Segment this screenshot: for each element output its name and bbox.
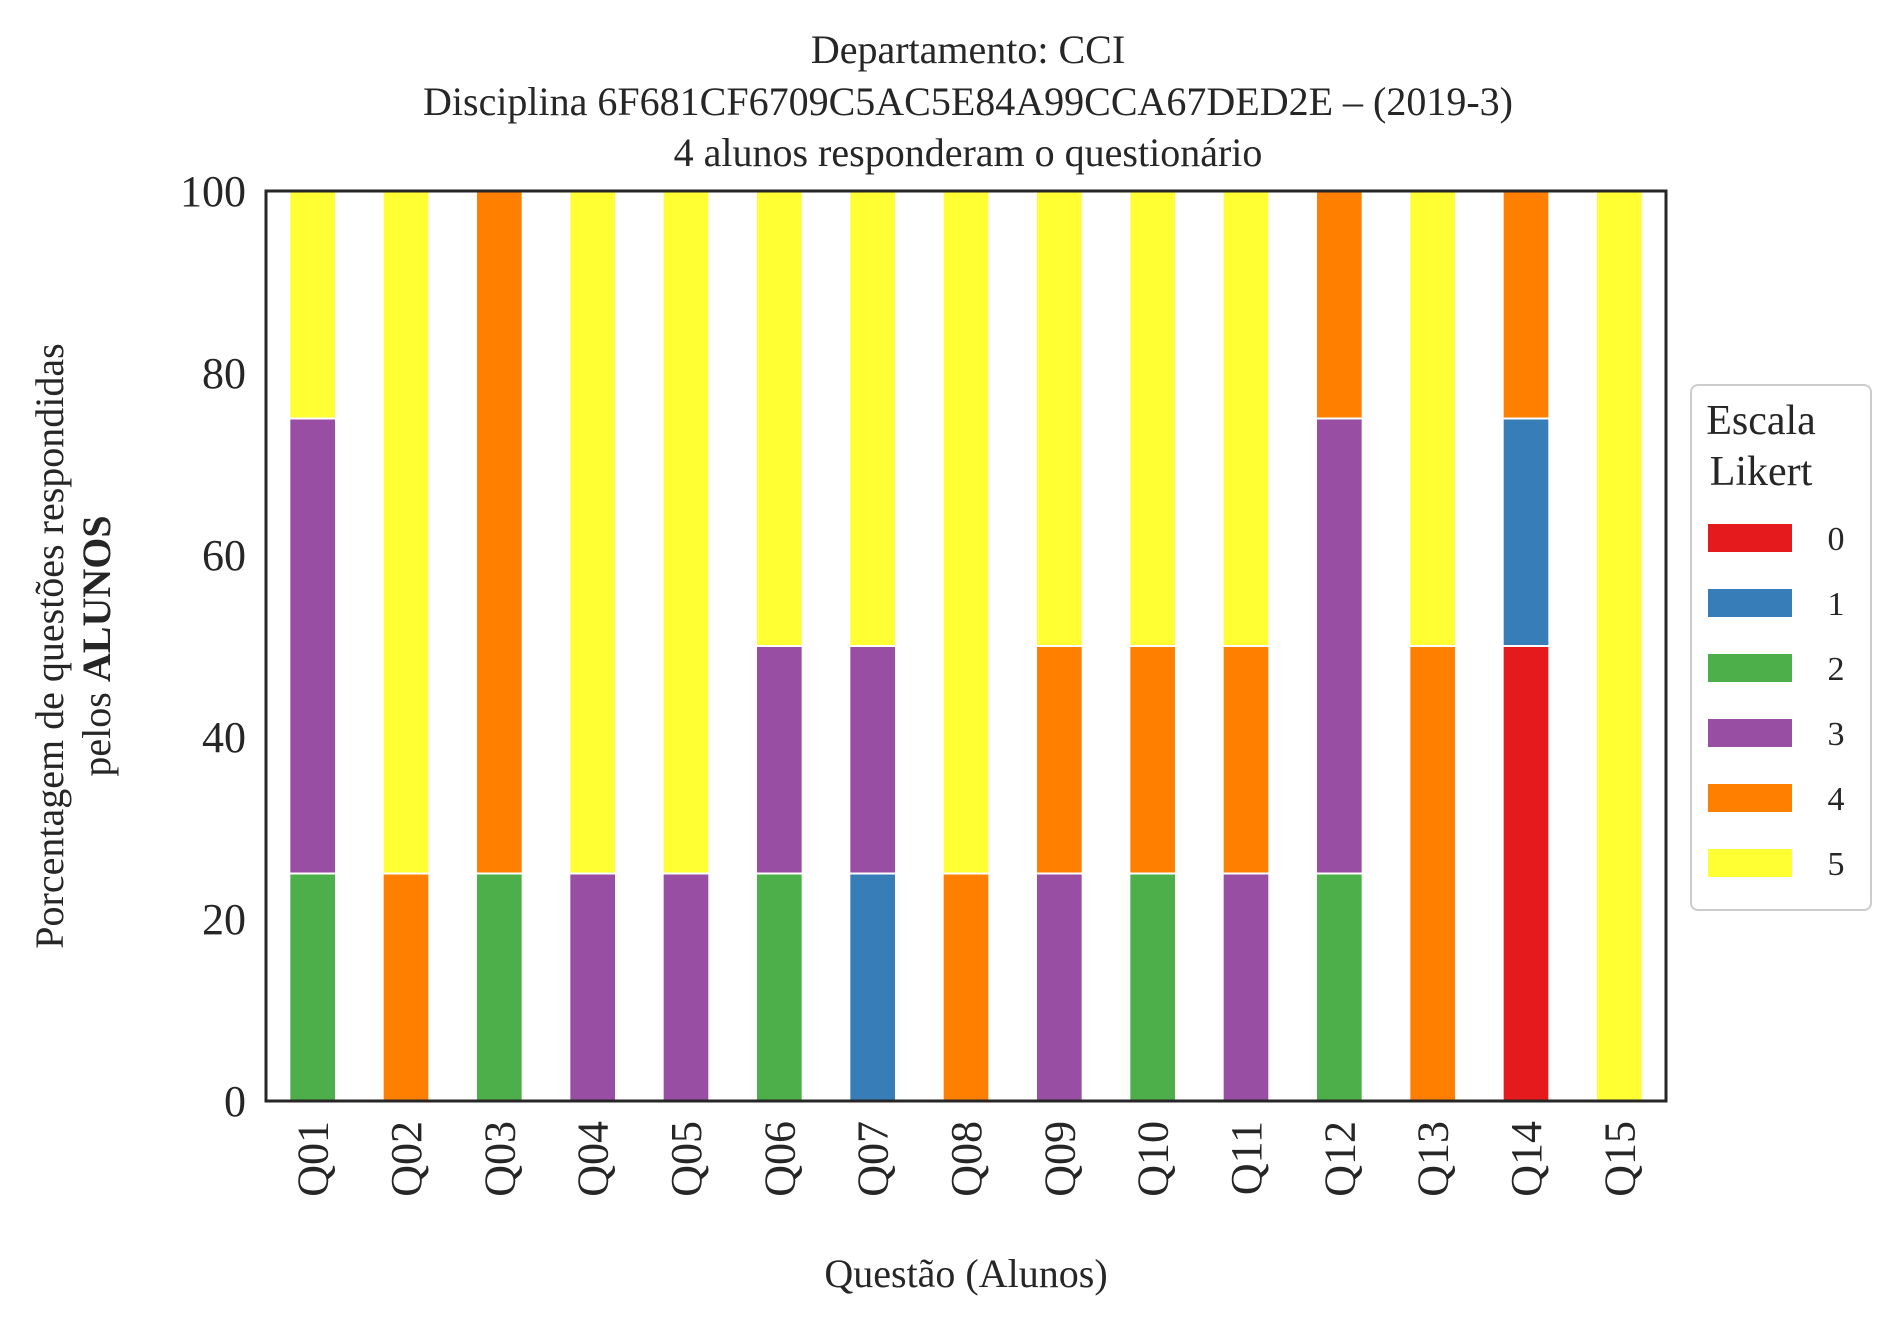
- y-tick-label: 80: [202, 349, 246, 398]
- y-tick-label: 0: [224, 1077, 246, 1126]
- x-tick-label: Q14: [1502, 1121, 1551, 1197]
- legend-label-3: 3: [1828, 716, 1845, 753]
- legend-label-4: 4: [1828, 781, 1845, 818]
- legend-title-line2: Likert: [1710, 449, 1813, 495]
- y-axis-ticks: 0 20 40 60 80 100: [180, 167, 246, 1126]
- bar-q13-likert-5: [1408, 190, 1458, 647]
- bar-q10-likert-4: [1128, 645, 1178, 875]
- bar-q09-likert-4: [1035, 645, 1084, 875]
- title-line-1: Departamento: CCI: [811, 27, 1125, 72]
- bar-q07-likert-3: [848, 645, 897, 875]
- bar-q13-likert-4: [1408, 645, 1458, 1102]
- x-axis-ticks: Q01 Q02 Q03 Q04 Q05 Q06 Q07 Q08 Q09 Q10 Q11 Q12 Q13 Q…: [289, 1121, 1645, 1197]
- legend-swatch-0: [1708, 524, 1792, 552]
- x-tick-label: Q05: [662, 1121, 711, 1197]
- x-tick-label: Q02: [382, 1121, 431, 1197]
- x-tick-label: Q07: [849, 1121, 898, 1197]
- y-axis-label-bold: ALUNOS: [74, 515, 119, 682]
- bar-q04-likert-3: [568, 872, 617, 1102]
- title-line-3: 4 alunos responderam o questionário: [674, 130, 1263, 175]
- legend-title-line1: Escala: [1706, 398, 1816, 444]
- x-tick-label: Q13: [1409, 1121, 1458, 1197]
- bar-q14-likert-1: [1501, 417, 1551, 647]
- bar-q02-likert-5: [381, 190, 431, 875]
- legend-label-1: 1: [1828, 586, 1845, 623]
- bar-q03-likert-4: [475, 190, 524, 875]
- legend-swatch-4: [1708, 784, 1792, 812]
- bar-q04-likert-5: [568, 190, 617, 875]
- plot-frame: [264, 189, 1668, 1103]
- bar-q12-likert-3: [1315, 417, 1364, 875]
- legend-swatch-1: [1708, 589, 1792, 617]
- x-tick-label: Q04: [569, 1121, 618, 1197]
- bar-q11-likert-4: [1221, 645, 1271, 875]
- bar-q05-likert-3: [661, 872, 711, 1102]
- legend-swatch-2: [1708, 654, 1792, 682]
- bar-q01-likert-3: [288, 417, 338, 875]
- bar-q07-likert-1: [848, 872, 897, 1102]
- x-tick-label: Q10: [1129, 1121, 1178, 1197]
- legend-frame: [1690, 384, 1872, 911]
- legend-items: 0 1 2 3 4 5: [1708, 521, 1845, 883]
- bar-q12-likert-4: [1315, 190, 1364, 420]
- bar-q15-likert-5: [1595, 190, 1644, 1102]
- bar-q08-likert-4: [941, 872, 991, 1102]
- bar-q10-likert-5: [1128, 190, 1178, 647]
- bar-q10-likert-2: [1128, 872, 1178, 1102]
- y-tick-label: 60: [202, 531, 246, 580]
- bar-q01-likert-2: [288, 872, 338, 1102]
- bar-q01-likert-5: [288, 190, 338, 420]
- legend: Escala Likert 0 1 2 3 4 5: [1690, 384, 1872, 911]
- x-tick-label: Q09: [1035, 1121, 1084, 1197]
- y-tick-label: 20: [202, 895, 246, 944]
- x-tick-label: Q01: [289, 1121, 338, 1197]
- legend-swatch-5: [1708, 849, 1792, 877]
- y-tick-label: 100: [180, 167, 246, 216]
- y-tick-label: 40: [202, 713, 246, 762]
- bar-q06-likert-2: [755, 872, 804, 1102]
- x-axis-label: Questão (Alunos): [824, 1251, 1107, 1296]
- x-tick-label: Q15: [1595, 1121, 1644, 1197]
- bar-q07-likert-5: [848, 190, 897, 647]
- legend-swatch-3: [1708, 719, 1792, 747]
- legend-label-2: 2: [1828, 651, 1845, 688]
- bar-q06-likert-3: [755, 645, 804, 875]
- bar-q11-likert-5: [1221, 190, 1271, 647]
- bar-q05-likert-5: [661, 190, 711, 875]
- x-tick-label: Q12: [1315, 1121, 1364, 1197]
- x-tick-label: Q03: [475, 1121, 524, 1197]
- bar-q06-likert-5: [755, 190, 804, 647]
- legend-label-5: 5: [1828, 846, 1845, 883]
- y-axis-label-line1: Porcentagem de questões respondidas: [27, 343, 72, 948]
- y-axis-label-line2: pelos ALUNOS: [74, 515, 119, 776]
- chart-title: Departamento: CCI Disciplina 6F681CF6709…: [423, 27, 1513, 175]
- bar-q14-likert-4: [1501, 190, 1551, 420]
- x-tick-label: Q08: [942, 1121, 991, 1197]
- bar-q14-likert-0: [1501, 645, 1551, 1102]
- y-axis-label-prefix: pelos: [74, 682, 119, 776]
- legend-label-0: 0: [1828, 521, 1845, 558]
- title-line-2: Disciplina 6F681CF6709C5AC5E84A99CCA67DE…: [423, 79, 1513, 124]
- bar-q09-likert-5: [1035, 190, 1084, 647]
- x-tick-label: Q11: [1222, 1121, 1271, 1195]
- bar-q08-likert-5: [941, 190, 991, 875]
- bar-q02-likert-4: [381, 872, 431, 1102]
- bar-q12-likert-2: [1315, 872, 1364, 1102]
- bar-q03-likert-2: [475, 872, 524, 1102]
- x-tick-label: Q06: [755, 1121, 804, 1197]
- bar-q11-likert-3: [1221, 872, 1271, 1102]
- bar-q09-likert-3: [1035, 872, 1084, 1102]
- bars-group: [288, 190, 1644, 1102]
